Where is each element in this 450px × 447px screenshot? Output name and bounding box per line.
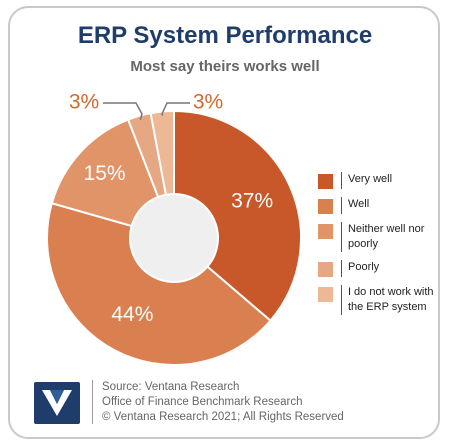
legend-item-very-well: Very well: [318, 172, 446, 189]
legend-swatch: [318, 174, 333, 189]
footer-source-line: Source: Ventana Research: [102, 381, 240, 393]
legend-label: Neither well nor poorly: [347, 223, 425, 250]
slice-very-well: [173, 109, 302, 323]
legend-item-well: Well: [318, 197, 446, 214]
data-label: 15%: [84, 162, 126, 185]
legend-divider: [341, 222, 342, 252]
legend-swatch: [318, 224, 333, 239]
legend-swatch: [318, 287, 333, 302]
leader-line: [103, 102, 143, 120]
footer-copyright-line: © Ventana Research 2021; All Rights Rese…: [102, 411, 344, 423]
legend-label: Poorly: [348, 261, 380, 273]
legend-item-poorly: Poorly: [318, 260, 446, 277]
footer-source: Source: Ventana Research Office of Finan…: [102, 380, 344, 425]
legend-item-neither: Neither well nor poorly: [318, 222, 446, 252]
legend-divider: [341, 285, 342, 315]
donut-hole: [131, 195, 217, 281]
legend-divider: [341, 260, 342, 277]
legend-divider: [341, 172, 342, 189]
chart-legend: Very well Well Neither well nor poorly P…: [318, 172, 446, 323]
data-label: 3%: [193, 91, 223, 114]
chart-subtitle: Most say theirs works well: [130, 58, 320, 75]
slice-not-using: [149, 109, 175, 196]
data-label: 44%: [111, 303, 153, 326]
ventana-logo-icon: [34, 382, 80, 424]
legend-label: Well: [348, 198, 370, 210]
slice-neither: [50, 118, 160, 228]
legend-item-not-using: I do not work with the ERP system: [318, 285, 446, 315]
footer-divider: [92, 380, 93, 424]
legend-label: I do not work with the ERP system: [347, 286, 434, 313]
slice-well: [46, 202, 272, 366]
legend-swatch: [318, 262, 333, 277]
footer-report-line: Office of Finance Benchmark Research: [102, 396, 303, 408]
data-label: 37%: [231, 190, 273, 213]
leader-line: [161, 102, 190, 116]
legend-divider: [341, 197, 342, 214]
legend-label: Very well: [348, 173, 393, 185]
data-label: 3%: [69, 91, 99, 114]
chart-title: ERP System Performance: [77, 22, 373, 49]
legend-swatch: [318, 199, 333, 214]
